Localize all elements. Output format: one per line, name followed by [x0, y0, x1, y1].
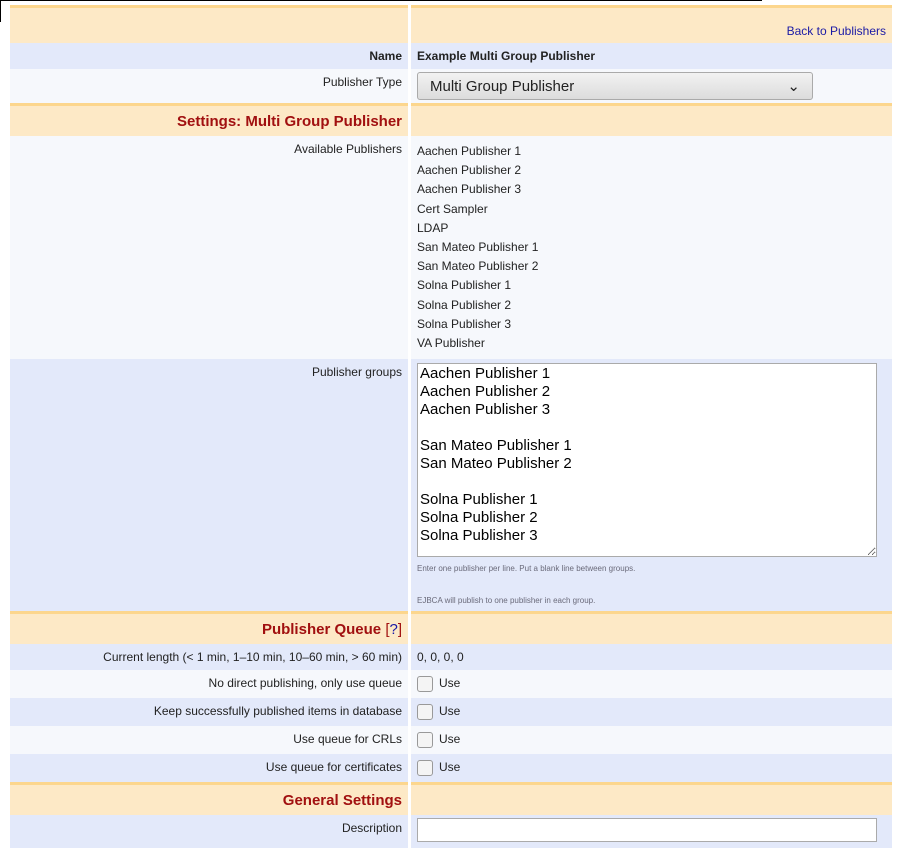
queue-crls-label: Use queue for CRLs — [10, 726, 408, 755]
name-label: Name — [10, 43, 408, 69]
publisher-groups-label: Publisher groups — [10, 359, 408, 612]
list-item: LDAP — [417, 220, 449, 235]
list-item: Solna Publisher 3 — [417, 316, 512, 331]
publisher-type-select[interactable]: Multi Group Publisher ⌄ — [417, 72, 813, 100]
publisher-form: Back to Publishers Name Example Multi Gro… — [7, 5, 895, 848]
no-direct-publishing-label: No direct publishing, only use queue — [10, 670, 408, 699]
list-item: San Mateo Publisher 1 — [417, 240, 539, 255]
groups-hint: Enter one publisher per line. Put a blan… — [417, 564, 636, 574]
queue-crls-checkbox[interactable] — [417, 732, 433, 749]
keep-published-checkbox[interactable] — [417, 704, 433, 721]
settings-title: Settings: Multi Group Publisher — [10, 103, 408, 136]
queue-length-label: Current length (< 1 min, 1–10 min, 10–60… — [10, 644, 408, 671]
description-input[interactable] — [417, 818, 877, 843]
list-item: Aachen Publisher 3 — [417, 182, 522, 197]
window-edge — [0, 0, 1, 22]
groups-hint-2: EJBCA will publish to one publisher in e… — [417, 596, 596, 606]
chevron-down-icon: ⌄ — [787, 78, 800, 95]
keep-published-label: Keep successfully published items in dat… — [10, 698, 408, 727]
no-direct-publishing-checkbox[interactable] — [417, 676, 433, 693]
help-link[interactable]: ? — [389, 620, 398, 638]
publisher-groups-textarea[interactable]: Aachen Publisher 1 Aachen Publisher 2 Aa… — [417, 363, 877, 558]
list-item: VA Publisher — [417, 336, 485, 351]
general-settings-title: General Settings — [10, 782, 408, 816]
available-publishers-list: Aachen Publisher 1 Aachen Publisher 2 Aa… — [411, 136, 892, 360]
list-item: Aachen Publisher 2 — [417, 163, 522, 178]
queue-length-value: 0, 0, 0, 0 — [411, 644, 892, 671]
available-publishers-label: Available Publishers — [10, 136, 408, 360]
publisher-queue-title: Publisher Queue — [261, 620, 382, 638]
list-item: Aachen Publisher 1 — [417, 144, 522, 158]
list-item: San Mateo Publisher 2 — [417, 259, 539, 274]
description-label: Description — [10, 815, 408, 848]
queue-certificates-label: Use queue for certificates — [10, 754, 408, 783]
list-item: Cert Sampler — [417, 201, 488, 216]
list-item: Solna Publisher 1 — [417, 278, 512, 293]
list-item: Solna Publisher 2 — [417, 297, 512, 312]
name-value: Example Multi Group Publisher — [411, 43, 892, 69]
queue-certificates-checkbox[interactable] — [417, 760, 433, 777]
publisher-type-label: Publisher Type — [10, 69, 408, 103]
window-edge — [0, 0, 762, 1]
back-to-publishers-link[interactable]: Back to Publishers — [786, 24, 886, 38]
